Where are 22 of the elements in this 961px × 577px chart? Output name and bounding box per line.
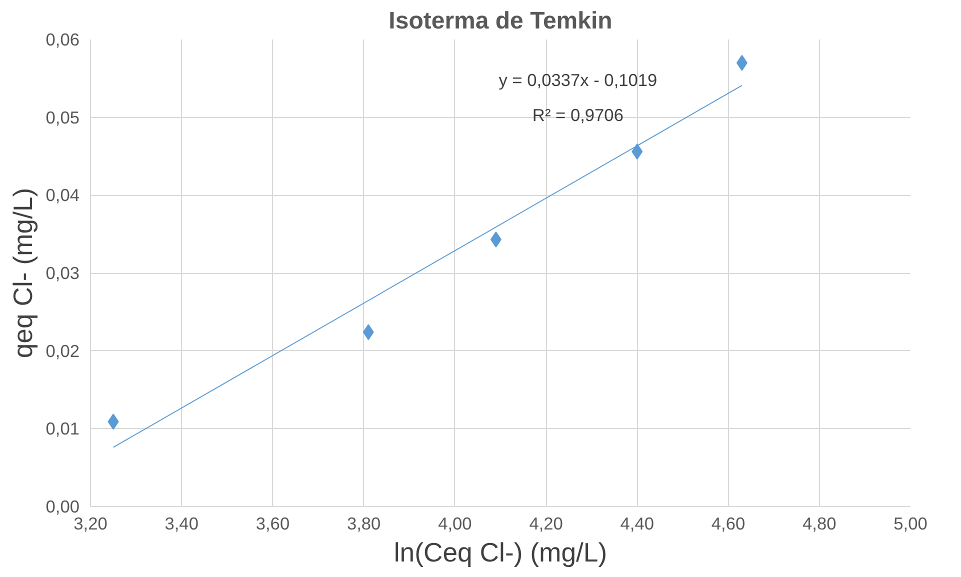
- x-tick-label: 5,00: [894, 514, 928, 534]
- x-tick-label: 4,60: [711, 514, 746, 534]
- y-tick-label: 0,01: [46, 418, 80, 439]
- chart-title: Isoterma de Temkin: [388, 8, 612, 34]
- x-tick-label: 3,40: [164, 514, 198, 534]
- annotation: y = 0,0337x - 0,1019: [498, 70, 658, 90]
- x-tick-label: 3,20: [74, 514, 108, 534]
- y-axis-title: qeq Cl- (mg/L): [8, 188, 38, 358]
- y-tick-label: 0,06: [46, 30, 80, 50]
- x-axis-title: ln(Ceq Cl-) (mg/L): [394, 538, 608, 568]
- y-tick-label: 0,04: [46, 185, 80, 206]
- y-tick-label: 0,05: [46, 107, 80, 128]
- y-tick-label: 0,03: [46, 263, 80, 283]
- x-tick-label: 3,60: [256, 514, 290, 534]
- y-tick-label: 0,00: [46, 496, 80, 516]
- y-tick-label: 0,02: [46, 340, 80, 361]
- x-tick-label: 4,80: [802, 514, 836, 534]
- x-tick-label: 4,20: [529, 514, 563, 534]
- x-tick-label: 3,80: [346, 514, 381, 534]
- annotation: R² = 0,9706: [532, 105, 624, 126]
- x-tick-label: 4,00: [438, 514, 472, 534]
- x-tick-label: 4,40: [620, 514, 654, 534]
